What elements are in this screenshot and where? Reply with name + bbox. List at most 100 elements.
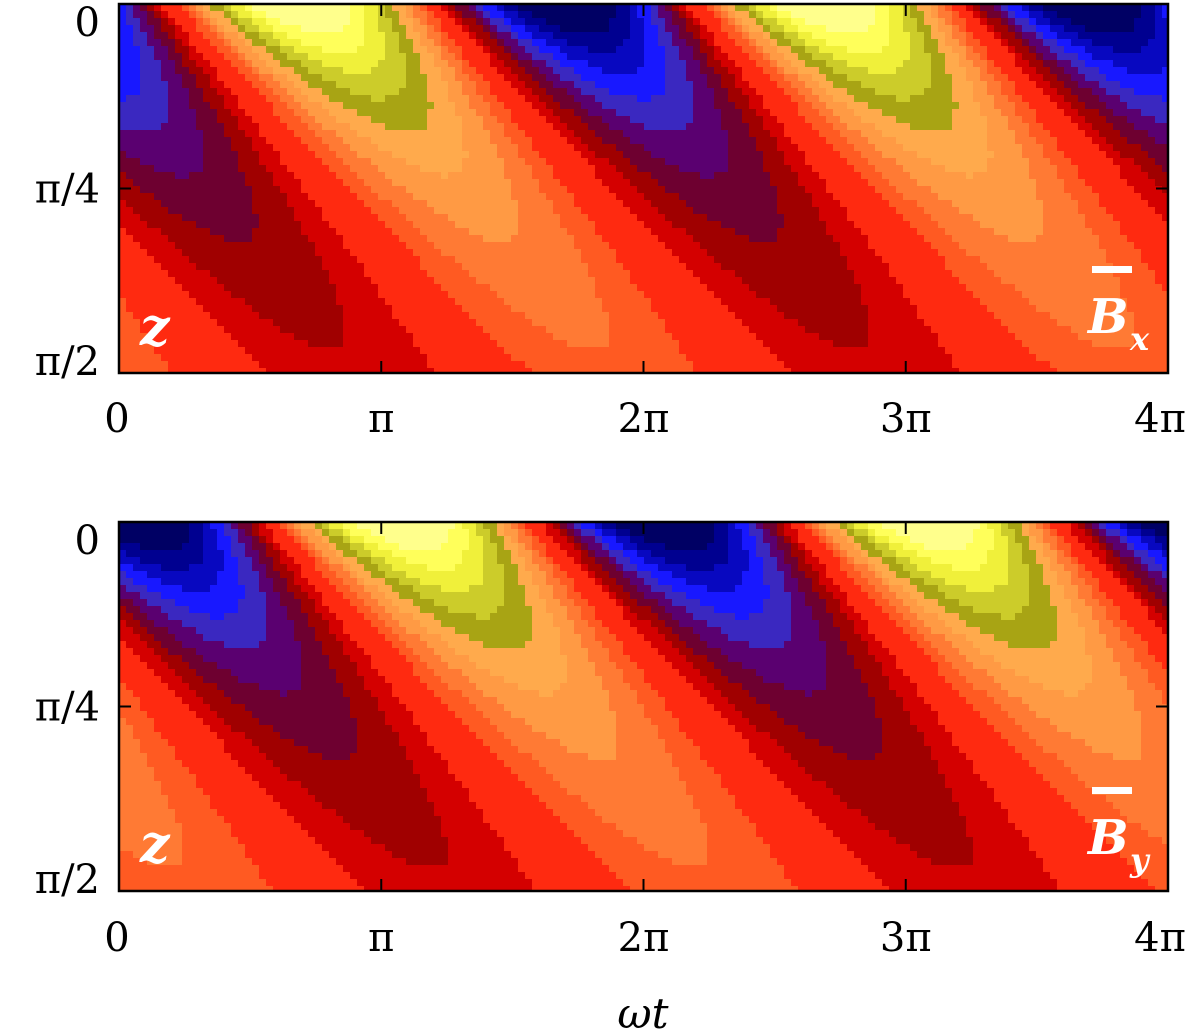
- field-cell: [819, 116, 827, 124]
- field-cell: [1036, 102, 1044, 110]
- field-cell: [1043, 228, 1051, 236]
- field-cell: [861, 151, 869, 159]
- field-cell: [763, 116, 771, 124]
- field-cell: [182, 116, 190, 124]
- field-cell: [462, 81, 470, 89]
- field-cell: [1001, 165, 1009, 173]
- field-cell: [1127, 151, 1135, 159]
- field-cell: [1078, 81, 1086, 89]
- field-cell: [798, 200, 806, 208]
- field-cell: [791, 39, 799, 47]
- field-cell: [231, 39, 239, 47]
- field-cell: [623, 60, 631, 68]
- field-cell: [413, 221, 421, 229]
- field-cell: [322, 60, 330, 68]
- field-cell: [238, 235, 246, 243]
- field-cell: [420, 228, 428, 236]
- field-cell: [1078, 200, 1086, 208]
- field-cell: [238, 123, 246, 131]
- field-cell: [357, 137, 365, 145]
- field-cell: [420, 186, 428, 194]
- field-cell: [805, 214, 813, 222]
- field-cell: [581, 67, 589, 75]
- field-cell: [826, 81, 834, 89]
- field-cell: [798, 228, 806, 236]
- field-cell: [791, 200, 799, 208]
- field-cell: [308, 74, 316, 82]
- field-cell: [525, 53, 533, 61]
- field-cell: [427, 18, 435, 26]
- field-cell: [791, 46, 799, 54]
- field-cell: [1001, 11, 1009, 19]
- field-cell: [203, 221, 211, 229]
- field-cell: [574, 39, 582, 47]
- field-cell: [308, 165, 316, 173]
- field-cell: [777, 200, 785, 208]
- field-cell: [182, 172, 190, 180]
- field-cell: [616, 46, 624, 54]
- field-cell: [427, 74, 435, 82]
- field-cell: [203, 137, 211, 145]
- field-cell: [938, 165, 946, 173]
- field-cell: [147, 74, 155, 82]
- field-cell: [973, 74, 981, 82]
- field-cell: [434, 123, 442, 131]
- field-cell: [973, 116, 981, 124]
- field-cell: [938, 46, 946, 54]
- field-cell: [413, 53, 421, 61]
- field-cell: [1141, 179, 1149, 187]
- field-cell: [770, 11, 778, 19]
- field-cell: [287, 235, 295, 243]
- field-cell: [1015, 53, 1023, 61]
- field-cell: [413, 109, 421, 117]
- field-cell: [819, 186, 827, 194]
- field-cell: [399, 60, 407, 68]
- field-cell: [497, 95, 505, 103]
- field-cell: [714, 39, 722, 47]
- field-cell: [784, 46, 792, 54]
- field-cell: [315, 60, 323, 68]
- field-cell: [805, 60, 813, 68]
- field-cell: [287, 123, 295, 131]
- field-cell: [392, 81, 400, 89]
- field-cell: [700, 88, 708, 96]
- field-cell: [630, 88, 638, 96]
- field-cell: [280, 235, 288, 243]
- field-cell: [609, 11, 617, 19]
- field-cell: [679, 123, 687, 131]
- field-cell: [756, 74, 764, 82]
- field-cell: [847, 221, 855, 229]
- field-cell: [497, 67, 505, 75]
- field-cell: [448, 130, 456, 138]
- field-cell: [1050, 193, 1058, 201]
- field-cell: [203, 200, 211, 208]
- field-cell: [336, 221, 344, 229]
- field-cell: [476, 32, 484, 40]
- field-cell: [511, 200, 519, 208]
- field-cell: [728, 32, 736, 40]
- field-cell: [1022, 221, 1030, 229]
- field-cell: [826, 200, 834, 208]
- field-cell: [861, 88, 869, 96]
- field-cell: [252, 221, 260, 229]
- field-cell: [168, 214, 176, 222]
- field-cell: [350, 137, 358, 145]
- field-cell: [217, 235, 225, 243]
- field-cell: [574, 109, 582, 117]
- field-cell: [882, 221, 890, 229]
- field-cell: [994, 221, 1002, 229]
- field-cell: [784, 214, 792, 222]
- field-cell: [749, 25, 757, 33]
- field-cell: [476, 102, 484, 110]
- field-cell: [126, 25, 134, 33]
- field-cell: [364, 74, 372, 82]
- field-cell: [350, 39, 358, 47]
- field-cell: [672, 88, 680, 96]
- field-cell: [847, 95, 855, 103]
- field-cell: [427, 200, 435, 208]
- field-cell: [980, 214, 988, 222]
- field-cell: [1148, 186, 1156, 194]
- field-cell: [539, 158, 547, 166]
- field-cell: [595, 67, 603, 75]
- field-cell: [567, 221, 575, 229]
